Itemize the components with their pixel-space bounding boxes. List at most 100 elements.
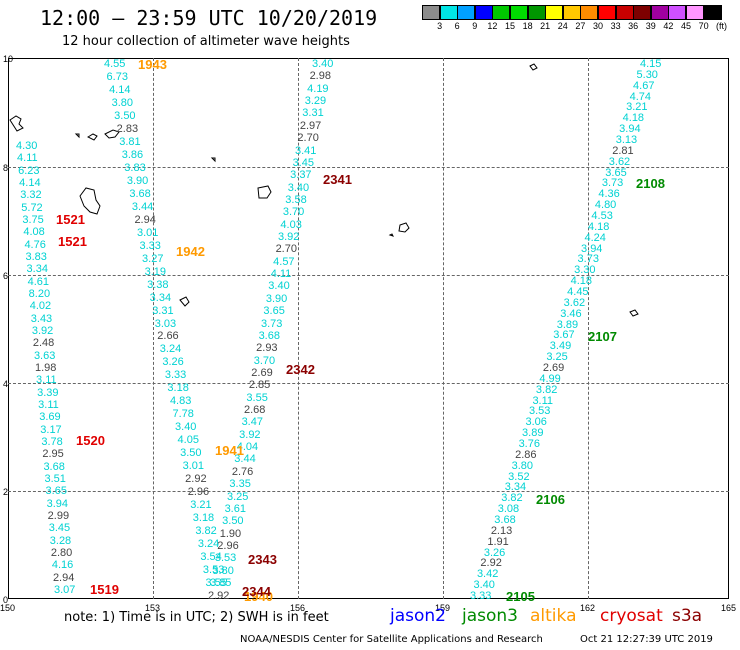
x-tick-label: 156 [290, 603, 306, 613]
wave-height-value: 3.65 [45, 485, 67, 498]
wave-height-value: 3.68 [258, 329, 280, 342]
wave-height-value: 3.82 [535, 383, 558, 396]
wave-height-value: 4.11 [17, 152, 38, 165]
wave-height-value: 2.69 [251, 366, 273, 379]
wave-height-value: 3.06 [525, 416, 547, 429]
y-tick-label: 8 [3, 163, 9, 173]
island-outline [629, 309, 639, 317]
wave-height-value: 4.03 [280, 218, 302, 231]
wave-height-value: 4.15 [640, 58, 662, 70]
wave-height-value: 3.03 [154, 317, 177, 330]
wave-height-value: 3.07 [54, 584, 76, 596]
colorbar-label: 33 [610, 21, 621, 31]
generation-timestamp: Oct 21 12:27:39 UTC 2019 [580, 634, 713, 645]
wave-height-value: 3.94 [619, 123, 641, 136]
wave-height-value: 3.21 [190, 499, 212, 512]
wave-height-value: 2.48 [32, 337, 55, 350]
wave-height-value: 3.28 [49, 534, 72, 547]
wave-height-value: 7.78 [172, 408, 194, 421]
colorbar-swatch [686, 5, 704, 20]
colorbar-label: 3 [437, 21, 443, 31]
island-outline [257, 185, 272, 199]
wave-height-value: 3.54 [200, 551, 222, 564]
pass-time-label: 1942 [176, 244, 205, 259]
colorbar-swatch [650, 5, 669, 20]
y-tick-label: 2 [3, 487, 9, 497]
colorbar-swatch [474, 5, 493, 20]
wave-height-value: 3.67 [553, 329, 575, 342]
wave-height-value: 3.32 [20, 189, 42, 202]
colorbar-label: 45 [680, 21, 691, 31]
x-tick-label: 162 [580, 603, 596, 613]
legend-jason2: jason2 [390, 606, 446, 626]
wave-height-value: 1.90 [219, 527, 242, 540]
wave-height-value: 2.97 [299, 119, 322, 132]
colorbar-label: 27 [575, 21, 586, 31]
wave-height-value: 3.08 [497, 503, 520, 516]
wave-height-value: 3.81 [119, 135, 141, 148]
legend-s3a: s3a [672, 606, 703, 626]
wave-height-value: 2.80 [50, 547, 73, 559]
wave-height-value: 3.33 [470, 590, 492, 602]
wave-height-value: 3.11 [38, 399, 59, 411]
island-outline [104, 129, 120, 139]
wave-height-value: 3.68 [494, 514, 516, 526]
pass-time-label: 1940 [244, 589, 273, 604]
wave-height-value: 3.45 [48, 522, 71, 535]
wave-height-value: 3.47 [241, 416, 263, 429]
wave-height-value: 3.90 [126, 174, 149, 187]
wave-height-value: 3.33 [139, 239, 161, 252]
wave-height-value: 4.16 [51, 559, 74, 572]
wave-height-value: 3.92 [278, 231, 300, 243]
wave-height-value: 3.21 [626, 101, 648, 114]
colorbar-swatch [510, 5, 528, 20]
colorbar-label: 42 [663, 21, 674, 31]
wave-height-value: 3.62 [608, 155, 631, 168]
wave-height-value: 3.29 [304, 95, 327, 108]
wave-height-value: 2.69 [542, 362, 565, 374]
pass-time-label: 2106 [536, 492, 565, 507]
wave-height-value: 3.90 [265, 292, 288, 305]
footnote: note: 1) Time is in UTC; 2) SWH is in fe… [64, 610, 329, 625]
colorbar-swatch [668, 5, 687, 20]
wave-height-value: 3.43 [30, 312, 53, 325]
wave-height-value: 2.81 [612, 144, 634, 157]
wave-height-value: 2.68 [244, 404, 266, 416]
wave-height-value: 3.58 [285, 193, 307, 206]
colorbar-swatch [580, 5, 599, 20]
wave-height-value: 3.83 [25, 251, 47, 263]
wave-height-value: 3.94 [581, 242, 603, 255]
wave-height-value: 3.82 [501, 492, 523, 505]
wave-height-value: 4.57 [273, 255, 295, 268]
wave-height-value: 2.92 [185, 473, 207, 486]
island-outline [210, 157, 216, 163]
wave-height-value: 3.25 [546, 351, 568, 364]
wave-height-value: 4.76 [24, 238, 46, 251]
colorbar-swatch [615, 5, 634, 20]
wave-height-value: 4.61 [27, 275, 50, 288]
wave-height-value: 2.13 [490, 524, 513, 537]
wave-height-value: 3.89 [556, 318, 579, 331]
pass-time-label: 2341 [323, 172, 352, 187]
wave-height-value: 3.70 [282, 206, 305, 219]
wave-height-value: 3.73 [261, 317, 283, 330]
wave-height-value: 1.91 [487, 535, 509, 548]
colorbar-swatch [527, 5, 546, 20]
colorbar-label: 18 [522, 21, 533, 31]
wave-height-value: 3.42 [476, 568, 499, 581]
meridian-line [443, 58, 444, 599]
pass-time-label: 1943 [138, 57, 167, 72]
wave-height-value: 3.92 [31, 325, 54, 337]
wave-height-value: 3.30 [574, 264, 596, 277]
pass-time-label: 2108 [636, 176, 665, 191]
colorbar-label: 30 [592, 21, 603, 31]
island-outline [79, 187, 101, 215]
colorbar-swatch [439, 5, 458, 20]
wave-height-value: 4.30 [16, 140, 38, 152]
colorbar-swatch [422, 5, 440, 20]
pass-time-label: 1941 [215, 443, 244, 458]
wave-height-value: 2.93 [256, 342, 278, 355]
wave-height-value: 3.53 [202, 564, 225, 577]
wave-height-value: 3.73 [601, 177, 624, 190]
wave-height-value: 3.78 [41, 436, 63, 448]
